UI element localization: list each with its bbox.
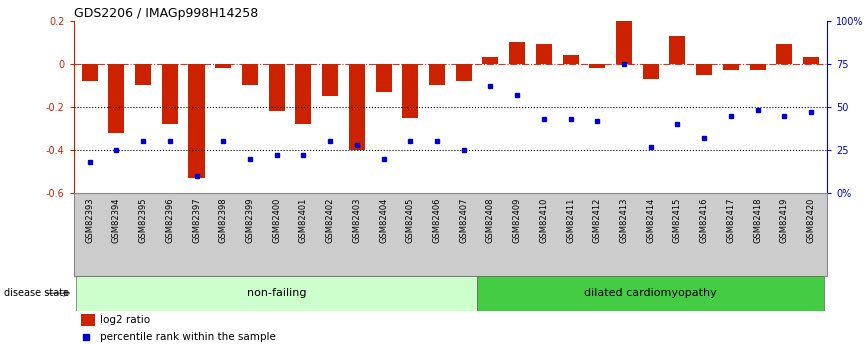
Text: dilated cardiomyopathy: dilated cardiomyopathy bbox=[585, 288, 717, 298]
Bar bbox=[81, 314, 94, 326]
Bar bbox=[76, 276, 477, 310]
Bar bbox=[81, 64, 98, 81]
Bar bbox=[477, 276, 824, 310]
Text: GSM82396: GSM82396 bbox=[165, 197, 174, 243]
Text: GSM82404: GSM82404 bbox=[379, 197, 388, 243]
Text: GSM82402: GSM82402 bbox=[326, 197, 334, 243]
Bar bbox=[268, 64, 285, 111]
Bar bbox=[482, 57, 499, 64]
Text: GSM82417: GSM82417 bbox=[727, 197, 735, 243]
Text: GSM82412: GSM82412 bbox=[592, 197, 602, 243]
Bar bbox=[242, 64, 258, 86]
Text: GSM82420: GSM82420 bbox=[806, 197, 816, 243]
Text: non-failing: non-failing bbox=[247, 288, 307, 298]
Bar bbox=[322, 64, 338, 96]
Bar bbox=[162, 64, 178, 124]
Bar bbox=[616, 21, 632, 64]
Text: GSM82418: GSM82418 bbox=[753, 197, 762, 243]
Bar bbox=[135, 64, 151, 86]
Text: GSM82395: GSM82395 bbox=[139, 197, 147, 243]
Bar bbox=[536, 45, 552, 64]
Text: GSM82403: GSM82403 bbox=[352, 197, 361, 243]
Text: GSM82415: GSM82415 bbox=[673, 197, 682, 243]
Text: GDS2206 / IMAGp998H14258: GDS2206 / IMAGp998H14258 bbox=[74, 7, 258, 20]
Bar bbox=[376, 64, 391, 92]
Bar bbox=[723, 64, 739, 70]
Text: GSM82399: GSM82399 bbox=[245, 197, 255, 243]
Text: log2 ratio: log2 ratio bbox=[100, 315, 150, 325]
Text: GSM82405: GSM82405 bbox=[406, 197, 415, 243]
Bar bbox=[669, 36, 685, 64]
Bar bbox=[189, 64, 204, 178]
Text: GSM82397: GSM82397 bbox=[192, 197, 201, 243]
Bar bbox=[402, 64, 418, 118]
Text: GSM82410: GSM82410 bbox=[540, 197, 548, 243]
Text: GSM82411: GSM82411 bbox=[566, 197, 575, 243]
Text: GSM82414: GSM82414 bbox=[646, 197, 656, 243]
Text: GSM82413: GSM82413 bbox=[619, 197, 629, 243]
Text: GSM82393: GSM82393 bbox=[85, 197, 94, 243]
Text: GSM82394: GSM82394 bbox=[112, 197, 121, 243]
Bar bbox=[216, 64, 231, 68]
Text: GSM82419: GSM82419 bbox=[779, 197, 789, 243]
Text: GSM82406: GSM82406 bbox=[432, 197, 442, 243]
Bar bbox=[776, 45, 792, 64]
Bar bbox=[108, 64, 125, 133]
Bar bbox=[750, 64, 766, 70]
Text: disease state: disease state bbox=[4, 288, 69, 298]
Text: GSM82401: GSM82401 bbox=[299, 197, 308, 243]
Text: GSM82409: GSM82409 bbox=[513, 197, 521, 243]
Text: GSM82416: GSM82416 bbox=[700, 197, 708, 243]
Bar bbox=[456, 64, 472, 81]
Bar bbox=[803, 57, 819, 64]
Bar bbox=[696, 64, 712, 75]
Text: percentile rank within the sample: percentile rank within the sample bbox=[100, 333, 276, 342]
Bar bbox=[563, 55, 578, 64]
Text: GSM82407: GSM82407 bbox=[459, 197, 469, 243]
Bar bbox=[429, 64, 445, 86]
Bar bbox=[589, 64, 605, 68]
Bar bbox=[349, 64, 365, 150]
Text: GSM82408: GSM82408 bbox=[486, 197, 494, 243]
Text: GSM82400: GSM82400 bbox=[272, 197, 281, 243]
Bar bbox=[509, 42, 525, 64]
Text: GSM82398: GSM82398 bbox=[219, 197, 228, 243]
Bar bbox=[643, 64, 659, 79]
Bar bbox=[295, 64, 312, 124]
